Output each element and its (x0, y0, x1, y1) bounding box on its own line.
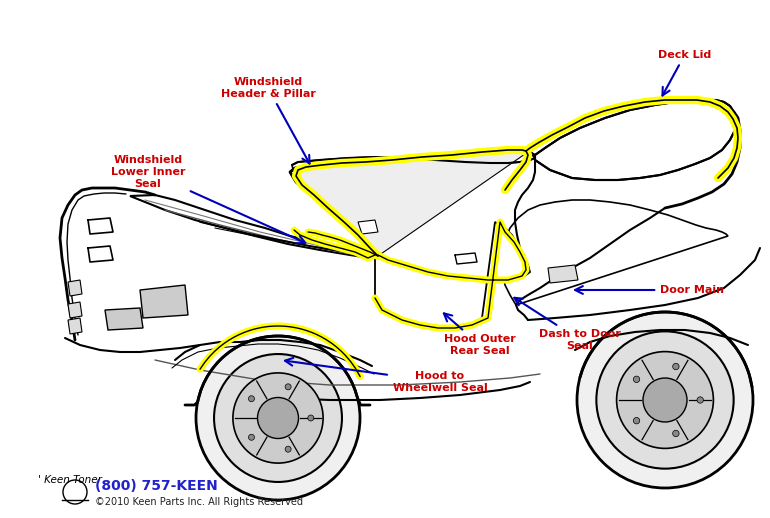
Polygon shape (60, 108, 760, 405)
Circle shape (596, 332, 734, 469)
Polygon shape (130, 195, 375, 258)
Circle shape (196, 336, 360, 500)
Circle shape (214, 354, 342, 482)
Circle shape (233, 373, 323, 463)
Text: ©2010 Keen Parts Inc. All Rights Reserved: ©2010 Keen Parts Inc. All Rights Reserve… (95, 497, 303, 507)
Circle shape (257, 397, 299, 439)
Circle shape (285, 446, 291, 452)
Circle shape (285, 384, 291, 390)
Circle shape (673, 363, 679, 370)
Circle shape (249, 434, 254, 440)
Polygon shape (290, 150, 535, 182)
Polygon shape (68, 280, 82, 296)
Text: Deck Lid: Deck Lid (658, 50, 711, 95)
Circle shape (249, 396, 254, 402)
Polygon shape (68, 318, 82, 334)
Text: Windshield
Lower Inner
Seal: Windshield Lower Inner Seal (111, 155, 306, 243)
Text: Dash to Door
Seal: Dash to Door Seal (514, 298, 621, 351)
Polygon shape (296, 151, 525, 256)
Circle shape (617, 352, 713, 449)
Circle shape (697, 397, 704, 403)
Text: Windshield
Header & Pillar: Windshield Header & Pillar (220, 77, 316, 164)
Circle shape (308, 415, 314, 421)
Text: (800) 757-KEEN: (800) 757-KEEN (95, 479, 218, 493)
Text: ' Keen Toner: ' Keen Toner (38, 475, 102, 485)
Circle shape (633, 418, 640, 424)
Polygon shape (535, 100, 736, 180)
Text: Door Main: Door Main (575, 285, 724, 295)
Polygon shape (68, 302, 82, 318)
Circle shape (633, 376, 640, 382)
Polygon shape (375, 222, 530, 328)
Circle shape (673, 430, 679, 437)
Polygon shape (140, 285, 188, 318)
Circle shape (577, 312, 753, 488)
Circle shape (643, 378, 687, 422)
Polygon shape (358, 220, 378, 234)
Text: Hood Outer
Rear Seal: Hood Outer Rear Seal (444, 313, 516, 356)
Polygon shape (548, 265, 578, 283)
Text: Hood to
Wheelwell Seal: Hood to Wheelwell Seal (285, 358, 487, 393)
Polygon shape (105, 308, 143, 330)
Polygon shape (502, 200, 728, 305)
